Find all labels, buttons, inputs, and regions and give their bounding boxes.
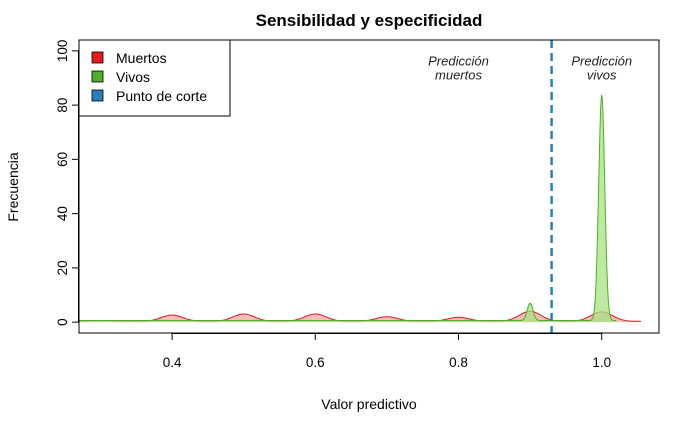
line-vivos	[79, 94, 617, 322]
annotation-1-line-0: Predicción	[571, 54, 632, 69]
y-tick-label: 60	[55, 152, 70, 167]
legend-box	[78, 39, 231, 117]
annotation-1-line-1: vivos	[587, 67, 617, 82]
x-tick-label: 0.6	[306, 355, 325, 370]
legend-swatch-punto-de-corte	[91, 89, 104, 102]
y-tick-label: 20	[55, 260, 70, 275]
legend-label-muertos: Muertos	[116, 50, 167, 66]
y-tick-label: 80	[55, 98, 70, 113]
legend-label-vivos: Vivos	[116, 69, 150, 85]
series-layer	[78, 94, 642, 323]
x-tick-label: 1.0	[592, 355, 611, 370]
y-axis: 0 20 40 60 80 100	[55, 40, 79, 326]
area-vivos	[79, 95, 617, 323]
y-axis-label: Frecuencia	[5, 152, 21, 221]
legend: Muertos Vivos Punto de corte	[78, 39, 231, 117]
legend-swatch-muertos	[91, 51, 104, 64]
x-axis: 0.4 0.6 0.8 1.0	[163, 333, 611, 370]
x-tick-label: 0.8	[449, 355, 468, 370]
chart-title: Sensibilidad y especificidad	[256, 11, 483, 30]
y-tick-label: 100	[55, 40, 70, 63]
y-tick-label: 0	[55, 318, 70, 326]
annotation-0-line-1: muertos	[435, 67, 482, 82]
annotation-0-line-0: Predicción	[428, 54, 489, 69]
x-tick-label: 0.4	[163, 355, 182, 370]
legend-swatch-vivos	[91, 70, 104, 83]
legend-label-punto-de-corte: Punto de corte	[116, 88, 207, 104]
x-axis-label: Valor predictivo	[321, 396, 417, 412]
y-tick-label: 40	[55, 206, 70, 221]
